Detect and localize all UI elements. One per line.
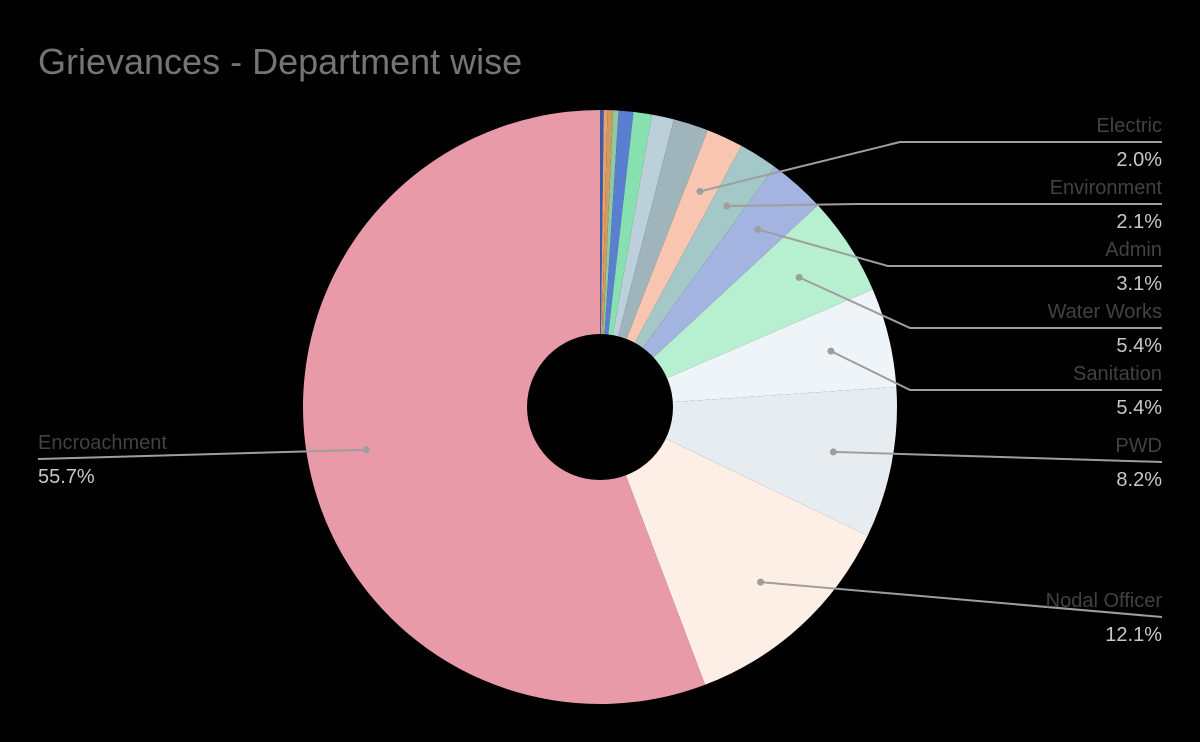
label-percent-admin: 3.1%	[1116, 273, 1162, 295]
labels-group: Electric 2.0% Environment 2.1% Admin 3.1% Wate…	[37, 115, 1163, 646]
slice-sanitation	[600, 289, 897, 407]
slice-minor-2	[600, 110, 614, 407]
label-name-sanitation: Sanitation	[1073, 363, 1162, 385]
label-name-environment: Environment	[1050, 177, 1163, 199]
slice-minor-3	[600, 110, 619, 408]
label-name-pwd: PWD	[1115, 435, 1162, 457]
label-name-admin: Admin	[1105, 239, 1162, 261]
leader-line-environment	[726, 203, 1162, 208]
slices-group	[302, 110, 897, 704]
label-percent-sanitation: 5.4%	[1116, 397, 1162, 419]
slice-minor-7	[600, 119, 708, 407]
leader-line-admin	[757, 228, 1162, 267]
slice-minor-0	[600, 110, 604, 407]
label-percent-electric: 2.0%	[1116, 149, 1162, 171]
label-percent-encroachment: 55.7%	[38, 466, 95, 488]
slice-water-works	[600, 205, 873, 407]
leader-line-nodal-officer	[760, 581, 1163, 618]
slice-encroachment	[302, 110, 706, 704]
slice-minor-6	[600, 114, 674, 407]
leader-line-electric	[699, 141, 1162, 193]
leader-line-encroachment	[37, 448, 367, 460]
slice-environment	[600, 145, 775, 407]
slice-nodal-officer	[600, 407, 868, 685]
label-name-nodal-officer: Nodal Officer	[1046, 590, 1163, 612]
leader-line-pwd	[833, 450, 1163, 463]
label-percent-water-works: 5.4%	[1116, 335, 1162, 357]
leader-line-water-works	[798, 276, 1162, 329]
label-name-encroachment: Encroachment	[38, 432, 167, 454]
label-percent-nodal-officer: 12.1%	[1105, 624, 1162, 646]
chart-title: Grievances - Department wise	[38, 41, 522, 82]
label-name-water-works: Water Works	[1048, 301, 1162, 323]
label-percent-environment: 2.1%	[1116, 211, 1162, 233]
donut-hole	[527, 334, 673, 480]
slice-minor-4	[600, 110, 634, 408]
slice-minor-1	[600, 110, 608, 407]
leader-line-sanitation	[830, 350, 1162, 391]
slice-pwd	[600, 386, 897, 536]
slice-admin	[600, 166, 818, 407]
slice-electric	[600, 130, 742, 407]
slice-minor-5	[600, 111, 653, 407]
label-percent-pwd: 8.2%	[1116, 469, 1162, 491]
label-name-electric: Electric	[1096, 115, 1162, 137]
